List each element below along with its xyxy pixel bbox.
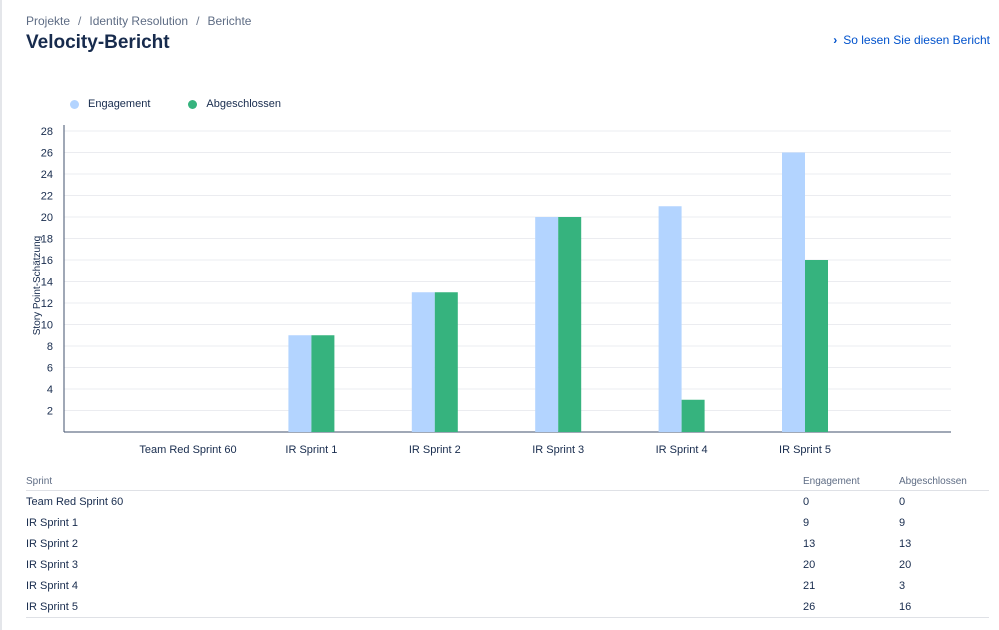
cell-abgeschlossen: 3 bbox=[899, 579, 906, 592]
y-tick-label: 26 bbox=[41, 148, 53, 160]
cell-engagement: 26 bbox=[803, 596, 899, 618]
table-row: IR Sprint 2 13 13 bbox=[26, 533, 989, 554]
cell-abgeschlossen: 20 bbox=[899, 558, 912, 571]
breadcrumb-projects[interactable]: Projekte bbox=[26, 14, 71, 28]
y-tick-label: 8 bbox=[47, 341, 53, 353]
table-row: Team Red Sprint 60 0 0 bbox=[26, 491, 989, 513]
breadcrumb-reports[interactable]: Berichte bbox=[207, 14, 252, 28]
y-tick-label: 10 bbox=[41, 320, 53, 332]
y-tick-label: 18 bbox=[41, 234, 53, 246]
bar-abgeschlossen bbox=[434, 292, 458, 432]
cell-engagement: 0 bbox=[803, 495, 810, 508]
bar-engagement bbox=[411, 292, 435, 432]
table-row: IR Sprint 3 20 20 bbox=[26, 554, 989, 575]
y-tick-label: 20 bbox=[41, 212, 53, 224]
y-tick-label: 22 bbox=[41, 191, 53, 203]
breadcrumb-separator: / bbox=[196, 14, 200, 28]
x-tick-label: IR Sprint 5 bbox=[779, 444, 831, 456]
bar-engagement bbox=[288, 335, 312, 432]
cell-engagement: 9 bbox=[803, 516, 810, 529]
sprint-table: Sprint Engagement Abgeschlossen Team Red… bbox=[26, 472, 989, 618]
x-tick-label: IR Sprint 1 bbox=[285, 444, 337, 456]
y-tick-label: 24 bbox=[41, 169, 53, 181]
y-tick-label: 4 bbox=[47, 384, 53, 396]
chart-legend: Engagement Abgeschlossen bbox=[70, 98, 281, 110]
bar-abgeschlossen bbox=[311, 335, 335, 432]
bar-engagement bbox=[535, 217, 559, 432]
legend-dot-engagement bbox=[70, 99, 79, 109]
y-tick-label: 14 bbox=[41, 277, 53, 289]
table-row: IR Sprint 5 26 16 bbox=[26, 596, 989, 618]
y-tick-label: 12 bbox=[41, 298, 53, 310]
cell-engagement: 20 bbox=[803, 558, 816, 571]
column-header-engagement: Engagement bbox=[803, 472, 899, 491]
cell-sprint: IR Sprint 1 bbox=[26, 516, 78, 529]
y-tick-label: 16 bbox=[41, 255, 53, 267]
help-link[interactable]: › So lesen Sie diesen Bericht bbox=[833, 33, 990, 47]
cell-engagement: 13 bbox=[803, 537, 816, 550]
cell-sprint: IR Sprint 4 bbox=[26, 579, 78, 592]
y-tick-label: 6 bbox=[47, 363, 53, 375]
bar-abgeschlossen bbox=[805, 260, 828, 432]
bar-engagement bbox=[782, 152, 805, 432]
column-header-abgeschlossen: Abgeschlossen bbox=[899, 472, 989, 491]
column-header-sprint: Sprint bbox=[26, 472, 803, 491]
legend-item-engagement[interactable]: Engagement bbox=[70, 98, 150, 110]
x-tick-label: IR Sprint 4 bbox=[656, 444, 708, 456]
breadcrumb-project[interactable]: Identity Resolution bbox=[89, 14, 189, 28]
page-title: Velocity-Bericht bbox=[26, 32, 170, 53]
table-header-row: Sprint Engagement Abgeschlossen bbox=[26, 472, 989, 491]
cell-abgeschlossen: 13 bbox=[899, 537, 912, 550]
x-tick-label: IR Sprint 3 bbox=[532, 444, 584, 456]
y-tick-label: 2 bbox=[47, 406, 53, 418]
table-row: IR Sprint 4 21 3 bbox=[26, 575, 989, 596]
cell-sprint: IR Sprint 2 bbox=[26, 537, 78, 550]
bar-engagement bbox=[658, 206, 682, 432]
cell-abgeschlossen: 16 bbox=[899, 596, 989, 618]
x-tick-label: Team Red Sprint 60 bbox=[139, 444, 236, 456]
legend-dot-abgeschlossen bbox=[188, 99, 198, 109]
breadcrumb-separator: / bbox=[78, 14, 82, 28]
help-link-label: So lesen Sie diesen Bericht bbox=[843, 33, 990, 47]
bar-abgeschlossen bbox=[558, 217, 582, 432]
cell-engagement: 21 bbox=[803, 579, 816, 592]
breadcrumb: Projekte / Identity Resolution / Bericht… bbox=[26, 14, 251, 28]
cell-sprint: Team Red Sprint 60 bbox=[26, 495, 124, 508]
cell-sprint: IR Sprint 5 bbox=[26, 596, 803, 618]
bar-abgeschlossen bbox=[681, 399, 705, 432]
legend-label-engagement: Engagement bbox=[88, 98, 151, 110]
cell-abgeschlossen: 9 bbox=[899, 516, 906, 529]
legend-label-abgeschlossen: Abgeschlossen bbox=[206, 98, 281, 110]
y-axis-title: Story Point-Schätzung bbox=[32, 236, 43, 336]
x-tick-label: IR Sprint 2 bbox=[409, 444, 461, 456]
table-row: IR Sprint 1 9 9 bbox=[26, 512, 989, 533]
legend-item-abgeschlossen[interactable]: Abgeschlossen bbox=[188, 98, 281, 110]
cell-sprint: IR Sprint 3 bbox=[26, 558, 78, 571]
chevron-right-icon: › bbox=[833, 33, 838, 47]
left-border bbox=[0, 0, 2, 630]
y-tick-label: 28 bbox=[41, 126, 53, 138]
cell-abgeschlossen: 0 bbox=[899, 495, 906, 508]
